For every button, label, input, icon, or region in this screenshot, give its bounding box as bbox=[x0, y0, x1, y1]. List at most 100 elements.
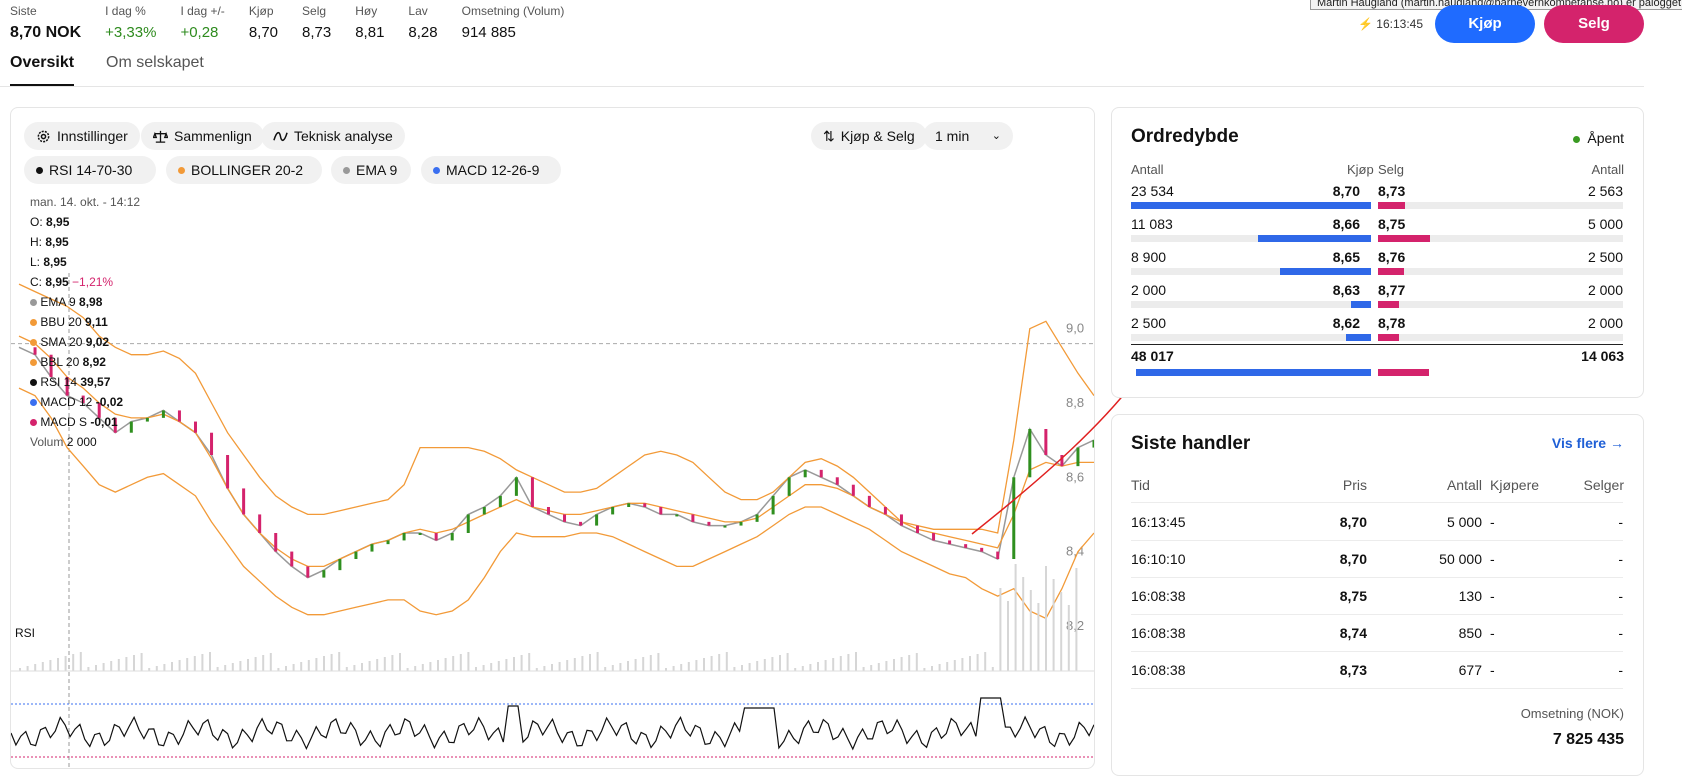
volume-bar bbox=[26, 666, 29, 671]
interval-select[interactable]: 1 min ⌄ bbox=[923, 122, 1013, 150]
volume-bar bbox=[368, 661, 371, 671]
volume-bar bbox=[786, 653, 789, 671]
technical-analysis-button[interactable]: Teknisk analyse bbox=[261, 122, 405, 150]
volume-bar bbox=[703, 658, 705, 671]
volume-bar bbox=[1052, 579, 1055, 671]
ask-depth-bar bbox=[1378, 301, 1399, 308]
volume-bar bbox=[657, 653, 660, 671]
volume-bar bbox=[414, 666, 417, 671]
bid-depth-bar bbox=[1131, 202, 1371, 209]
candle bbox=[466, 514, 470, 533]
orderbook-row[interactable]: 2 000 8,63 8,77 2 000 bbox=[1131, 280, 1623, 313]
compare-button[interactable]: Sammenlign bbox=[141, 122, 264, 150]
volume-bar bbox=[1022, 577, 1025, 671]
candle bbox=[338, 559, 342, 571]
volume-bar bbox=[330, 654, 333, 671]
legend-value: 9,11 bbox=[85, 315, 108, 329]
trade-seller: - bbox=[1618, 514, 1623, 530]
legend-value: -0,02 bbox=[95, 395, 124, 409]
tab-about-company[interactable]: Om selskapet bbox=[106, 54, 204, 71]
trade-row[interactable]: 16:08:38 8,75 130- - bbox=[1131, 577, 1623, 615]
volume-bar bbox=[1045, 566, 1047, 671]
show-more-link[interactable]: Vis flere → bbox=[1551, 435, 1624, 451]
ask-price: 8,78 bbox=[1378, 315, 1406, 331]
volume-bar bbox=[383, 657, 386, 671]
ask-qty: 2 000 bbox=[1587, 315, 1623, 331]
volume-value: 2 000 bbox=[66, 435, 97, 449]
volume-bar bbox=[148, 668, 151, 671]
indicator-dot bbox=[343, 166, 350, 174]
stat-value: 8,70 bbox=[248, 24, 279, 41]
indicator-chip-macd[interactable]: MACD 12-26-9 bbox=[421, 156, 561, 184]
candle bbox=[899, 514, 903, 526]
price-chart[interactable]: 9,0 8,8 8,6 8,4 8,2 bbox=[11, 108, 1094, 768]
candle bbox=[707, 521, 711, 526]
ask-qty: 2 563 bbox=[1587, 183, 1623, 199]
sell-button[interactable]: Selg bbox=[1544, 5, 1644, 43]
volume-bar bbox=[741, 665, 743, 671]
ask-price: 8,75 bbox=[1378, 216, 1406, 232]
ask-price: 8,77 bbox=[1378, 282, 1406, 298]
volume-bar bbox=[801, 666, 804, 671]
volume-bar bbox=[323, 656, 325, 671]
stat-label: Kjøp bbox=[248, 4, 274, 18]
settings-label: Innstillinger bbox=[57, 128, 128, 144]
trade-row[interactable]: 16:08:38 8,74 850- - bbox=[1131, 614, 1623, 652]
orderbook-row[interactable]: 23 534 8,70 8,73 2 563 bbox=[1131, 181, 1623, 214]
y-tick-label: 8,6 bbox=[1066, 469, 1084, 484]
bid-price: 8,63 bbox=[1332, 282, 1360, 298]
volume-bar bbox=[57, 658, 59, 671]
legend-dot bbox=[30, 319, 37, 326]
volume-bar bbox=[604, 667, 607, 671]
candle bbox=[210, 432, 214, 455]
candle bbox=[113, 417, 117, 433]
candle bbox=[129, 421, 133, 433]
stat-value: +0,28 bbox=[180, 24, 219, 41]
trade-seller: - bbox=[1618, 588, 1623, 604]
candle bbox=[306, 566, 310, 578]
candle bbox=[755, 514, 759, 522]
indicator-dot bbox=[178, 166, 185, 174]
trade-seller: - bbox=[1618, 625, 1623, 641]
volume-bar bbox=[216, 667, 219, 671]
technical-analysis-label: Teknisk analyse bbox=[294, 128, 393, 144]
candle bbox=[1092, 440, 1094, 448]
trades-title: Siste handler bbox=[1131, 433, 1251, 454]
trades-header-divider bbox=[1131, 502, 1623, 503]
candle bbox=[851, 484, 855, 496]
candle bbox=[675, 514, 679, 517]
orderbook-row[interactable]: 8 900 8,65 8,76 2 500 bbox=[1131, 247, 1623, 280]
orderbook-row[interactable]: 2 500 8,62 8,78 2 000 bbox=[1131, 313, 1623, 346]
tab-overview[interactable]: Oversikt bbox=[10, 54, 75, 87]
buy-sell-button[interactable]: ⇅ Kjøp & Selg bbox=[811, 122, 927, 150]
indicator-chip-ema[interactable]: EMA 9 bbox=[331, 156, 411, 184]
volume-bar bbox=[535, 668, 538, 671]
y-tick-label: 9,0 bbox=[1066, 321, 1084, 336]
volume-bar bbox=[1007, 601, 1009, 671]
candle bbox=[883, 507, 887, 515]
volume-bar bbox=[163, 664, 166, 671]
ask-qty: 2 000 bbox=[1587, 282, 1623, 298]
stat-day-pct: I dag % +3,33% bbox=[105, 4, 156, 42]
orderbook-row[interactable]: 11 083 8,66 8,75 5 000 bbox=[1131, 214, 1623, 247]
volume-bar bbox=[490, 663, 493, 671]
settings-button[interactable]: Innstillinger bbox=[24, 122, 140, 150]
lightning-icon: ⚡ bbox=[1358, 17, 1373, 31]
volume-bar bbox=[566, 660, 569, 671]
volume-bar bbox=[642, 657, 645, 671]
trade-row[interactable]: 16:13:45 8,70 5 000- - bbox=[1131, 503, 1623, 541]
volume-bar bbox=[809, 664, 812, 671]
indicator-chip-rsi[interactable]: RSI 14-70-30 bbox=[24, 156, 156, 184]
legend-dot bbox=[30, 379, 37, 386]
buy-button[interactable]: Kjøp bbox=[1435, 5, 1535, 43]
volume-bar bbox=[999, 588, 1002, 671]
trade-row[interactable]: 16:10:10 8,70 50 000- - bbox=[1131, 540, 1623, 578]
ask-qty-header: Antall bbox=[1591, 162, 1624, 177]
indicator-chip-bollinger[interactable]: BOLLINGER 20-2 bbox=[166, 156, 322, 184]
volume-bar bbox=[969, 656, 971, 671]
rsi-line bbox=[11, 697, 1094, 751]
candle bbox=[514, 477, 518, 496]
trade-row[interactable]: 16:08:38 8,73 677- - bbox=[1131, 651, 1623, 689]
ask-depth-bar bbox=[1378, 268, 1404, 275]
high-value: 8,95 bbox=[45, 235, 69, 249]
